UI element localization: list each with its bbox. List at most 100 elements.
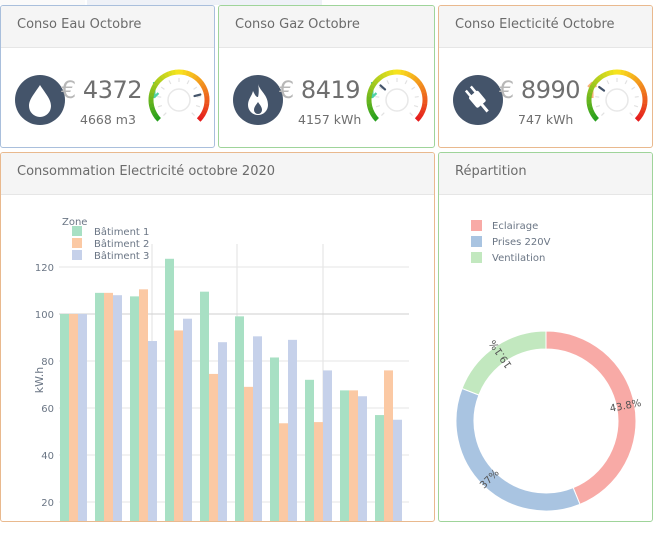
- bar-batiment-1-8[interactable]: [305, 379, 314, 522]
- gauge-tick: [629, 112, 633, 116]
- bar-batiment-2-5[interactable]: [209, 373, 218, 522]
- gauge-tick: [601, 112, 605, 116]
- legend-item[interactable]: Prises 220V: [471, 236, 551, 248]
- legend-label: Bâtiment 1: [94, 226, 149, 238]
- gauge-arc-segment: [167, 70, 173, 77]
- legend-label: Prises 220V: [492, 237, 551, 248]
- bar-batiment-2-4[interactable]: [174, 330, 183, 522]
- gauge-arc-segment: [415, 78, 422, 85]
- bar-batiment-2-10[interactable]: [384, 370, 393, 522]
- gauge-tick: [411, 86, 416, 90]
- bar-batiment-3-9[interactable]: [358, 396, 367, 522]
- gauge-arc-segment: [586, 103, 593, 108]
- plug-icon: [453, 75, 503, 125]
- gauge-tick: [404, 80, 408, 85]
- bar-batiment-3-2[interactable]: [113, 295, 122, 522]
- y-tick-label: 80: [41, 357, 54, 368]
- gauge-tick: [193, 86, 198, 90]
- legend-swatch: [72, 250, 82, 260]
- bar-batiment-2-9[interactable]: [349, 390, 358, 522]
- top-tab[interactable]: [87, 0, 322, 5]
- bar-batiment-2-8[interactable]: [314, 422, 323, 522]
- bar-batiment-1-10[interactable]: [375, 415, 384, 522]
- gauge-arc-segment: [149, 106, 156, 112]
- gauge-arc-segment: [203, 92, 210, 97]
- gauge-arc-segment: [197, 78, 204, 85]
- gauge-arc-segment: [202, 106, 209, 112]
- legend-item[interactable]: Eclairage: [471, 220, 538, 232]
- gauge-arc-segment: [154, 78, 162, 85]
- bar-batiment-2-2[interactable]: [104, 292, 113, 522]
- bar-batiment-1-7[interactable]: [270, 357, 279, 522]
- legend-swatch: [471, 220, 482, 231]
- gauge-tick: [595, 104, 601, 108]
- donut-slice-eclairage[interactable]: [545, 330, 637, 506]
- gauge-arc-segment: [637, 81, 644, 88]
- gauge-arc-segment: [605, 70, 611, 77]
- gauge-arc-segment: [152, 112, 159, 119]
- gauge-tick: [157, 104, 163, 108]
- kpi-value: € 4372 ↓: [61, 76, 163, 104]
- donut-slice-ventilation[interactable]: [461, 330, 547, 396]
- bar-batiment-3-1[interactable]: [78, 314, 87, 522]
- bar-batiment-1-1[interactable]: [60, 314, 69, 522]
- bar-batiment-1-9[interactable]: [340, 390, 349, 522]
- gauge-arc-segment: [199, 81, 206, 88]
- bar-batiment-1-6[interactable]: [235, 316, 244, 522]
- bar-batiment-3-10[interactable]: [393, 419, 402, 522]
- gauge-arc-segment: [203, 103, 210, 109]
- kpi-value: € 8990 ↑: [499, 76, 601, 104]
- bar-batiment-1-4[interactable]: [165, 258, 174, 522]
- gauge-tick: [624, 80, 628, 85]
- legend-label: Ventilation: [492, 253, 545, 264]
- bar-batiment-3-3[interactable]: [148, 341, 157, 522]
- bar-batiment-3-6[interactable]: [253, 336, 262, 522]
- gauge-arc-segment: [366, 103, 373, 108]
- gauge-arc-segment: [381, 71, 388, 78]
- gauge-tick: [381, 112, 385, 116]
- bar-batiment-2-3[interactable]: [139, 289, 148, 522]
- legend-item[interactable]: Bâtiment 2: [72, 238, 149, 250]
- gauge-arc-segment: [150, 109, 157, 116]
- gauge-tick: [375, 104, 381, 108]
- gauge-arc-segment: [414, 115, 422, 122]
- kpi-subvalue: 4157 kWh: [298, 112, 362, 127]
- gauge-arc-segment: [409, 73, 416, 80]
- bar-batiment-3-5[interactable]: [218, 342, 227, 522]
- bar-batiment-1-5[interactable]: [200, 291, 209, 522]
- bar-batiment-2-6[interactable]: [244, 386, 253, 522]
- gauge-arc-segment: [587, 88, 594, 94]
- gauge-arc-segment: [641, 92, 648, 97]
- gauge-arc-segment: [370, 112, 377, 119]
- gauge-arc-segment: [182, 69, 188, 76]
- top-tab[interactable]: [0, 0, 85, 5]
- gauge-arc-segment: [420, 106, 427, 112]
- legend-title: Zone: [62, 217, 87, 228]
- gauge-arc-segment: [641, 103, 648, 109]
- gauge-arc-segment: [152, 81, 159, 88]
- gauge-arc-segment: [367, 106, 374, 112]
- bar-batiment-3-4[interactable]: [183, 318, 192, 522]
- legend-item[interactable]: Bâtiment 3: [72, 250, 149, 262]
- legend-item[interactable]: Bâtiment 1: [72, 226, 149, 238]
- bar-batiment-2-1[interactable]: [69, 314, 78, 522]
- gauge-arc-segment: [609, 69, 614, 76]
- gauge-arc-segment: [199, 112, 206, 119]
- gauge-arc-segment: [367, 88, 374, 94]
- bar-batiment-3-8[interactable]: [323, 370, 332, 522]
- donut-slice-prises-220v[interactable]: [455, 387, 581, 512]
- gauge-arc-segment: [202, 88, 209, 94]
- gauge-arc-segment: [626, 71, 633, 79]
- gauge-tick: [186, 80, 190, 85]
- bar-batiment-3-7[interactable]: [288, 339, 297, 522]
- y-tick-label: 40: [41, 451, 54, 462]
- legend-item[interactable]: Ventilation: [471, 252, 545, 264]
- gauge-arc-segment: [634, 115, 642, 122]
- gauge-hub: [605, 88, 629, 112]
- bar-batiment-2-7[interactable]: [279, 423, 288, 522]
- bar-batiment-1-3[interactable]: [130, 296, 139, 522]
- gauge-arc-segment: [601, 71, 608, 78]
- gauge-icon: [366, 69, 428, 122]
- gauge-arc-segment: [623, 70, 629, 77]
- bar-batiment-1-2[interactable]: [95, 292, 104, 522]
